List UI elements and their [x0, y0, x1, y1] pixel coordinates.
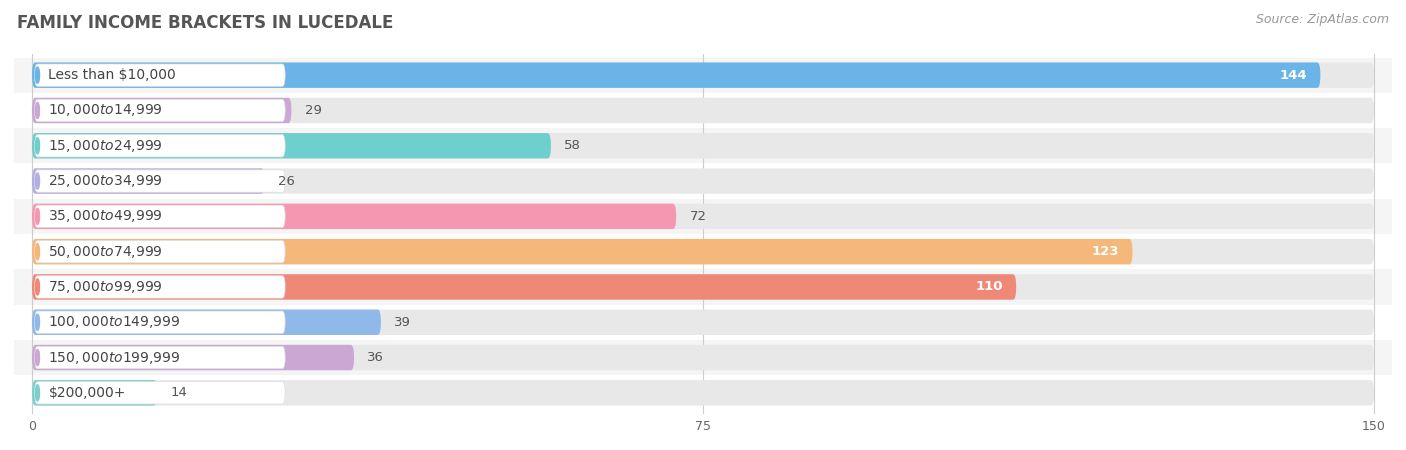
Text: $35,000 to $49,999: $35,000 to $49,999: [48, 208, 163, 225]
Text: $25,000 to $34,999: $25,000 to $34,999: [48, 173, 163, 189]
FancyBboxPatch shape: [32, 204, 1374, 229]
Text: 14: 14: [170, 386, 187, 399]
Text: $50,000 to $74,999: $50,000 to $74,999: [48, 243, 163, 260]
FancyBboxPatch shape: [32, 239, 1374, 264]
FancyBboxPatch shape: [14, 163, 1392, 199]
Text: 39: 39: [394, 316, 411, 329]
FancyBboxPatch shape: [32, 310, 1374, 335]
Text: 123: 123: [1091, 245, 1119, 258]
FancyBboxPatch shape: [35, 276, 285, 298]
Circle shape: [35, 243, 39, 260]
FancyBboxPatch shape: [35, 205, 285, 228]
Text: $15,000 to $24,999: $15,000 to $24,999: [48, 138, 163, 154]
FancyBboxPatch shape: [32, 133, 551, 158]
FancyBboxPatch shape: [32, 168, 1374, 194]
Circle shape: [35, 350, 39, 365]
FancyBboxPatch shape: [14, 128, 1392, 163]
FancyBboxPatch shape: [32, 98, 1374, 123]
Circle shape: [35, 173, 39, 189]
FancyBboxPatch shape: [35, 346, 285, 369]
Text: 36: 36: [367, 351, 384, 364]
FancyBboxPatch shape: [32, 63, 1374, 88]
FancyBboxPatch shape: [32, 274, 1374, 300]
FancyBboxPatch shape: [32, 380, 1374, 405]
FancyBboxPatch shape: [14, 375, 1392, 410]
Text: $100,000 to $149,999: $100,000 to $149,999: [48, 314, 181, 330]
Text: $10,000 to $14,999: $10,000 to $14,999: [48, 103, 163, 118]
Circle shape: [35, 279, 39, 295]
FancyBboxPatch shape: [35, 311, 285, 333]
Text: $75,000 to $99,999: $75,000 to $99,999: [48, 279, 163, 295]
Text: Source: ZipAtlas.com: Source: ZipAtlas.com: [1256, 14, 1389, 27]
Circle shape: [35, 314, 39, 330]
FancyBboxPatch shape: [35, 382, 285, 404]
FancyBboxPatch shape: [14, 340, 1392, 375]
FancyBboxPatch shape: [14, 305, 1392, 340]
FancyBboxPatch shape: [35, 170, 285, 192]
FancyBboxPatch shape: [32, 310, 381, 335]
FancyBboxPatch shape: [14, 93, 1392, 128]
FancyBboxPatch shape: [32, 98, 291, 123]
Text: 110: 110: [976, 280, 1002, 293]
FancyBboxPatch shape: [35, 64, 285, 86]
Text: 29: 29: [305, 104, 322, 117]
Circle shape: [35, 138, 39, 154]
Text: 26: 26: [278, 175, 295, 188]
FancyBboxPatch shape: [32, 345, 1374, 370]
Text: $200,000+: $200,000+: [48, 386, 125, 400]
FancyBboxPatch shape: [32, 204, 676, 229]
FancyBboxPatch shape: [14, 234, 1392, 269]
Text: 72: 72: [689, 210, 707, 223]
Circle shape: [35, 208, 39, 225]
FancyBboxPatch shape: [14, 199, 1392, 234]
Circle shape: [35, 67, 39, 83]
FancyBboxPatch shape: [32, 345, 354, 370]
FancyBboxPatch shape: [32, 239, 1132, 264]
FancyBboxPatch shape: [35, 99, 285, 122]
FancyBboxPatch shape: [35, 135, 285, 157]
Text: Less than $10,000: Less than $10,000: [48, 68, 176, 82]
Circle shape: [35, 385, 39, 401]
FancyBboxPatch shape: [32, 63, 1320, 88]
FancyBboxPatch shape: [32, 133, 1374, 158]
FancyBboxPatch shape: [32, 168, 264, 194]
Text: 58: 58: [564, 139, 581, 152]
FancyBboxPatch shape: [35, 240, 285, 263]
FancyBboxPatch shape: [32, 274, 1017, 300]
Text: $150,000 to $199,999: $150,000 to $199,999: [48, 350, 181, 365]
Circle shape: [35, 103, 39, 118]
Text: FAMILY INCOME BRACKETS IN LUCEDALE: FAMILY INCOME BRACKETS IN LUCEDALE: [17, 14, 394, 32]
Text: 144: 144: [1279, 69, 1308, 82]
FancyBboxPatch shape: [32, 380, 157, 405]
FancyBboxPatch shape: [14, 269, 1392, 305]
FancyBboxPatch shape: [14, 58, 1392, 93]
